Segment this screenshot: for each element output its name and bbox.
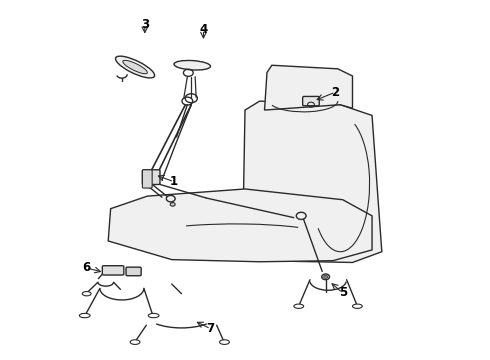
FancyBboxPatch shape xyxy=(143,170,160,184)
Polygon shape xyxy=(243,101,382,262)
Ellipse shape xyxy=(123,60,147,74)
Text: 3: 3 xyxy=(141,18,149,31)
Polygon shape xyxy=(108,189,372,262)
Text: 2: 2 xyxy=(331,86,340,99)
Ellipse shape xyxy=(324,275,328,278)
Text: 1: 1 xyxy=(170,175,178,188)
Text: 4: 4 xyxy=(199,23,208,36)
Text: 7: 7 xyxy=(207,322,215,335)
FancyBboxPatch shape xyxy=(303,96,319,106)
Text: 6: 6 xyxy=(82,261,90,274)
Ellipse shape xyxy=(322,274,330,280)
Text: 5: 5 xyxy=(339,287,347,300)
FancyBboxPatch shape xyxy=(143,170,152,188)
Ellipse shape xyxy=(170,203,175,206)
Polygon shape xyxy=(265,65,352,110)
FancyBboxPatch shape xyxy=(126,267,141,276)
Ellipse shape xyxy=(116,56,155,78)
Ellipse shape xyxy=(174,60,211,70)
FancyBboxPatch shape xyxy=(102,266,124,275)
